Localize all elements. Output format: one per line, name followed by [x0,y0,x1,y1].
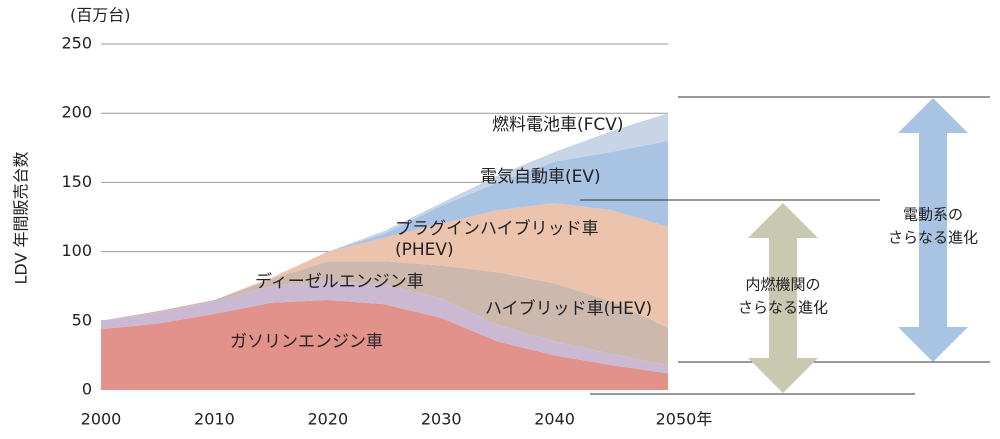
series-label: 燃料電池車(FCV) [492,115,624,135]
annotation-text: 内燃機関の [745,276,820,294]
annotation-text: 電動系の [903,206,963,224]
y-tick-label: 50 [72,310,92,329]
area [101,261,668,366]
y-axis-title: LDV 年間販売台数 [12,152,31,285]
x-tick-label: 2020 [307,410,348,429]
unit-label: (百万台) [70,6,131,25]
x-tick-label: 2010 [194,410,235,429]
annotation-graphics [580,96,990,395]
series-label: 電気自動車(EV) [480,167,601,187]
annotation-text: さらなる進化 [738,299,828,317]
x-tick-label: 2040 [534,410,575,429]
area [101,203,668,328]
series-label: ハイブリッド車(HEV) [485,299,653,319]
annotation-text: さらなる進化 [888,229,978,247]
series-label: ガソリンエンジン車 [230,332,383,352]
y-tick-label: 200 [61,103,92,122]
x-tick-label: 2000 [81,410,122,429]
y-tick-label: 0 [82,380,92,399]
areas [101,113,668,390]
series-label: ディーゼルエンジン車 [255,272,424,292]
area [101,140,668,321]
y-tick-label: 100 [61,241,92,260]
series-label: プラグインハイブリッド車 (PHEV) [395,219,599,260]
y-tick-label: 250 [61,34,92,53]
y-tick-label: 150 [61,172,92,191]
area [101,300,668,390]
area [101,113,668,321]
x-tick-label: 2050年 [656,410,713,429]
area [101,280,668,374]
x-tick-label: 2030 [421,410,462,429]
